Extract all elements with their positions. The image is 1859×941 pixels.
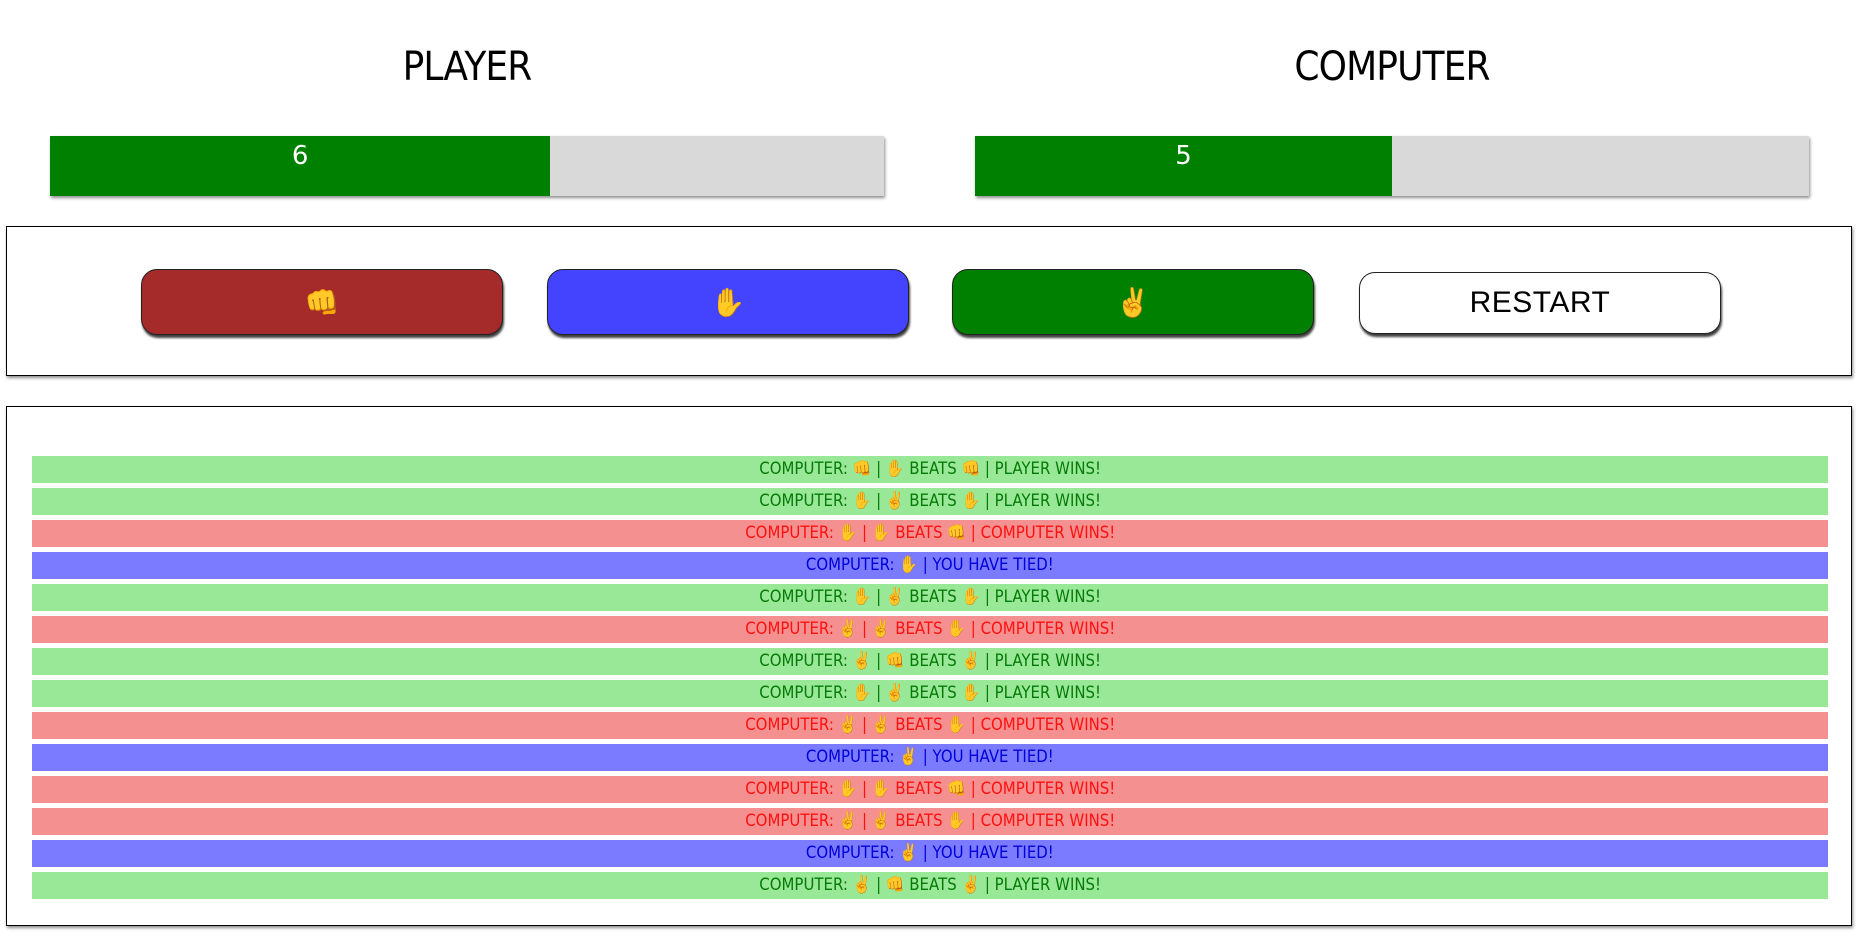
history-row: COMPUTER: ✌️ | ✌️ BEATS ✋ | COMPUTER WIN… — [32, 808, 1828, 835]
history-row-text: COMPUTER: ✌️ | ✌️ BEATS ✋ | COMPUTER WIN… — [744, 715, 1116, 735]
history-row: COMPUTER: ✌️ | YOU HAVE TIED! — [32, 840, 1828, 867]
history-row-text: COMPUTER: ✋ | YOU HAVE TIED! — [806, 555, 1054, 575]
history-row-text: COMPUTER: ✌️ | 👊 BEATS ✌️ | PLAYER WINS! — [759, 651, 1101, 671]
history-row: COMPUTER: ✌️ | ✌️ BEATS ✋ | COMPUTER WIN… — [32, 712, 1828, 739]
history-row-text: COMPUTER: ✋ | ✌️ BEATS ✋ | PLAYER WINS! — [759, 683, 1101, 703]
victory-hand-icon: ✌️ — [1115, 286, 1151, 318]
history-row-text: COMPUTER: ✌️ | ✌️ BEATS ✋ | COMPUTER WIN… — [744, 811, 1116, 831]
restart-button[interactable]: RESTART — [1359, 272, 1721, 334]
fist-icon: 👊 — [304, 286, 340, 318]
computer-title: COMPUTER — [1294, 44, 1490, 90]
paper-button[interactable]: ✋ — [547, 269, 909, 335]
history-row: COMPUTER: ✌️ | 👊 BEATS ✌️ | PLAYER WINS! — [32, 648, 1828, 675]
history-row-text: COMPUTER: ✌️ | ✌️ BEATS ✋ | COMPUTER WIN… — [744, 619, 1116, 639]
history-row: COMPUTER: 👊 | ✋ BEATS 👊 | PLAYER WINS! — [32, 456, 1828, 483]
history-row-text: COMPUTER: ✋ | ✌️ BEATS ✋ | PLAYER WINS! — [759, 587, 1101, 607]
history-row: COMPUTER: ✋ | ✋ BEATS 👊 | COMPUTER WINS! — [32, 776, 1828, 803]
history-row: COMPUTER: ✋ | ✋ BEATS 👊 | COMPUTER WINS! — [32, 520, 1828, 547]
rock-button[interactable]: 👊 — [141, 269, 503, 335]
raised-hand-icon: ✋ — [710, 286, 746, 318]
history-row: COMPUTER: ✋ | ✌️ BEATS ✋ | PLAYER WINS! — [32, 680, 1828, 707]
history-row: COMPUTER: ✌️ | ✌️ BEATS ✋ | COMPUTER WIN… — [32, 616, 1828, 643]
history-row: COMPUTER: ✋ | YOU HAVE TIED! — [32, 552, 1828, 579]
history-row-text: COMPUTER: ✌️ | YOU HAVE TIED! — [806, 747, 1054, 767]
history-panel: COMPUTER: 👊 | ✋ BEATS 👊 | PLAYER WINS! CO… — [6, 406, 1852, 926]
history-row: COMPUTER: ✋ | ✌️ BEATS ✋ | PLAYER WINS! — [32, 488, 1828, 515]
player-score-fill: 6 — [50, 136, 551, 196]
history-row-text: COMPUTER: ✌️ | 👊 BEATS ✌️ | PLAYER WINS! — [759, 875, 1101, 895]
history-list: COMPUTER: 👊 | ✋ BEATS 👊 | PLAYER WINS! CO… — [32, 456, 1828, 904]
history-row-text: COMPUTER: ✌️ | YOU HAVE TIED! — [806, 843, 1054, 863]
scissors-button[interactable]: ✌️ — [952, 269, 1314, 335]
history-row-text: COMPUTER: ✋ | ✋ BEATS 👊 | COMPUTER WINS! — [744, 523, 1116, 543]
player-title: PLAYER — [402, 44, 533, 90]
computer-score-fill: 5 — [975, 136, 1392, 196]
history-row: COMPUTER: ✋ | ✌️ BEATS ✋ | PLAYER WINS! — [32, 584, 1828, 611]
history-row-text: COMPUTER: ✋ | ✌️ BEATS ✋ | PLAYER WINS! — [759, 491, 1101, 511]
history-row-text: COMPUTER: ✋ | ✋ BEATS 👊 | COMPUTER WINS! — [744, 779, 1116, 799]
scoreboard: PLAYER 6 COMPUTER 5 — [0, 0, 1859, 225]
controls-panel: 👊 ✋ ✌️ RESTART — [6, 226, 1852, 376]
history-row-text: COMPUTER: 👊 | ✋ BEATS 👊 | PLAYER WINS! — [759, 459, 1101, 479]
computer-score-bar: 5 — [975, 136, 1809, 196]
history-row: COMPUTER: ✌️ | 👊 BEATS ✌️ | PLAYER WINS! — [32, 872, 1828, 899]
history-row: COMPUTER: ✌️ | YOU HAVE TIED! — [32, 744, 1828, 771]
player-score-bar: 6 — [50, 136, 884, 196]
